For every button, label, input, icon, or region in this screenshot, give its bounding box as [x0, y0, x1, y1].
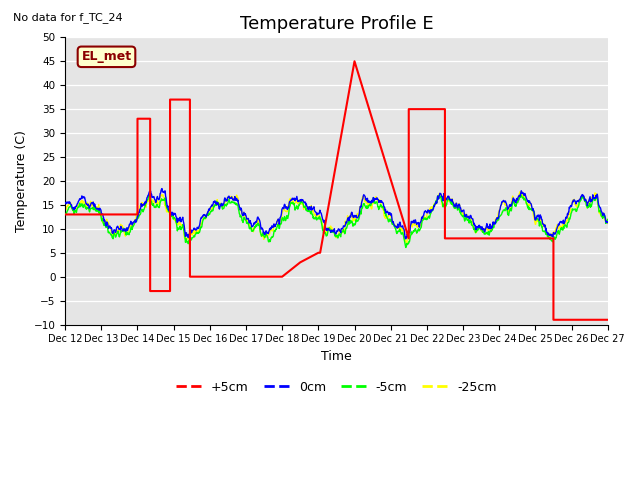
- Title: Temperature Profile E: Temperature Profile E: [239, 15, 433, 33]
- X-axis label: Time: Time: [321, 350, 352, 363]
- Text: EL_met: EL_met: [81, 50, 132, 63]
- Text: No data for f_TC_24: No data for f_TC_24: [13, 12, 122, 23]
- Legend: +5cm, 0cm, -5cm, -25cm: +5cm, 0cm, -5cm, -25cm: [171, 376, 502, 399]
- Y-axis label: Temperature (C): Temperature (C): [15, 130, 28, 232]
